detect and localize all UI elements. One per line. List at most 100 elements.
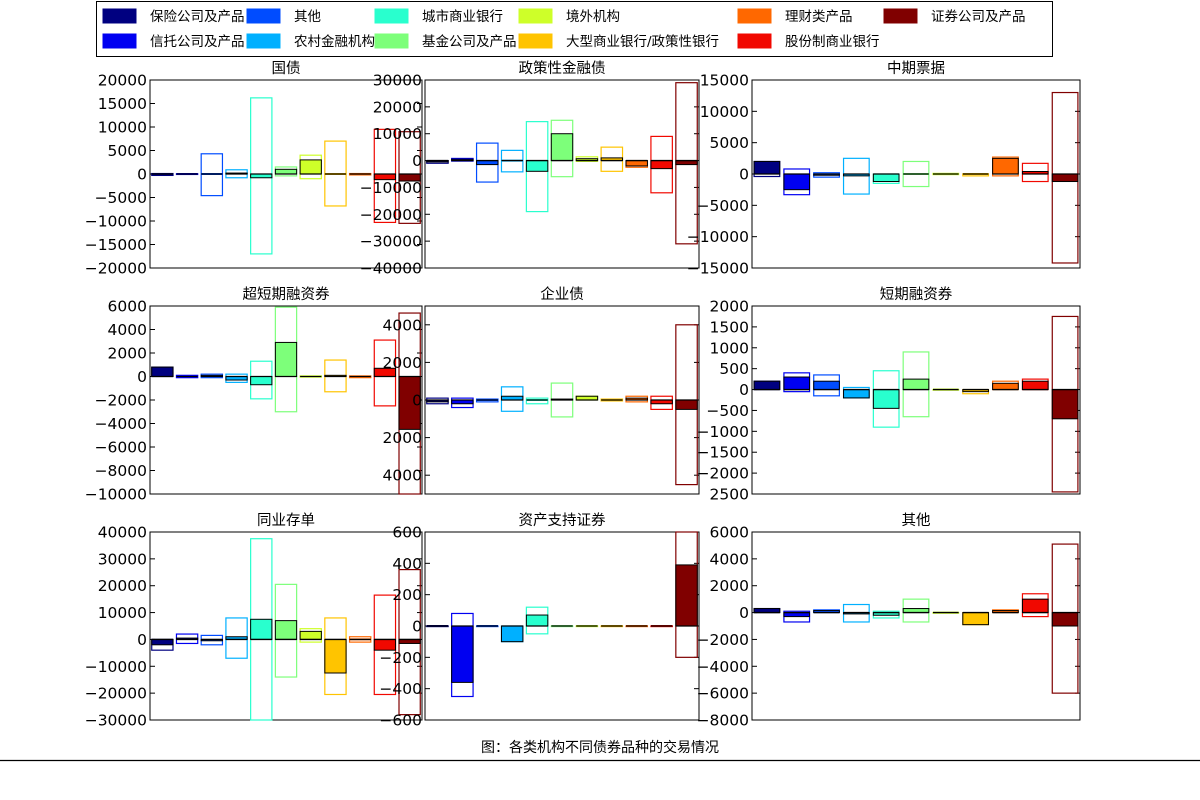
chart-panel: 国债 20000 15000 10000 5000 0 −5000 −10000 −15000 −… <box>85 60 423 278</box>
y-tick-label: −15000 <box>85 236 147 254</box>
y-tick-label: −5000 <box>697 197 749 215</box>
y-tick-label: 4000 <box>383 316 422 334</box>
chart-panel: 其他 6000 4000 2000 0 −2000 −4000 −6000 −8000 <box>697 512 1081 730</box>
y-tick-label: 6000 <box>710 524 749 542</box>
legend-entry: 其他 <box>246 8 321 25</box>
y-tick-label: 5000 <box>108 142 147 160</box>
bar-group <box>753 160 781 178</box>
bar-group <box>525 121 549 213</box>
panel-title: 其他 <box>902 512 931 529</box>
legend-entry: 基金公司及产品 <box>374 33 517 50</box>
legend-swatch <box>246 33 281 49</box>
panel-title: 国债 <box>272 60 301 77</box>
bar-group <box>1051 91 1079 264</box>
legend-label: 农村金融机构 <box>294 34 375 50</box>
panel-title: 资产支持证券 <box>519 512 606 529</box>
y-tick-label: 2000 <box>710 298 749 316</box>
bar-group <box>348 636 372 643</box>
net-bar <box>992 382 1019 391</box>
y-tick-label: 10000 <box>373 125 422 143</box>
y-tick-label: −30000 <box>85 712 147 730</box>
bar-group <box>992 156 1019 177</box>
bar-group <box>200 634 224 646</box>
net-bar <box>274 341 298 377</box>
y-tick-label: 10000 <box>98 119 147 137</box>
bar-group <box>451 612 474 698</box>
legend-label: 城市商业银行 <box>422 8 503 25</box>
bar-group <box>525 606 549 635</box>
net-bar <box>550 133 574 162</box>
legend-label: 其他 <box>294 9 321 25</box>
y-tick-label: −30000 <box>360 233 422 251</box>
net-bar <box>151 366 174 378</box>
net-bar <box>813 380 840 391</box>
y-tick-label: −15000 <box>687 260 749 278</box>
bar-group <box>373 594 397 696</box>
bar-group <box>872 173 900 184</box>
bar-group <box>398 312 421 495</box>
y-tick-label: 200 <box>392 586 422 604</box>
bar-group <box>151 172 174 177</box>
chart-panel: 企业债 4000 2000 0 2000 4000 <box>383 285 700 495</box>
net-bar <box>675 399 698 410</box>
bar-group <box>225 373 248 383</box>
panel-title: 超短期融资券 <box>243 286 330 303</box>
y-tick-label: −10000 <box>360 179 422 197</box>
net-bar <box>753 160 781 175</box>
legend-swatch <box>737 33 772 49</box>
chart-panels: 国债20000150001000050000−5000−10000−15000−… <box>85 60 1081 730</box>
panel-title: 短期融资券 <box>880 286 953 303</box>
bar-group <box>842 603 870 623</box>
y-tick-label: −2000 <box>95 392 147 410</box>
bar-group <box>373 128 397 224</box>
y-tick-label: 20000 <box>98 72 147 90</box>
legend-swatch <box>374 8 409 24</box>
net-bar <box>525 160 549 172</box>
net-bar <box>675 564 698 627</box>
bar-group <box>600 625 624 628</box>
net-bar <box>151 638 174 646</box>
bar-group <box>872 610 900 619</box>
bar-group <box>600 398 624 402</box>
y-tick-label: 0 <box>739 604 749 622</box>
y-tick-label: 1000 <box>710 339 749 357</box>
legend-swatch <box>102 8 137 24</box>
bar-group <box>962 173 990 177</box>
y-tick-label: 2000 <box>108 345 147 363</box>
legend-swatch <box>374 33 409 49</box>
bar-group <box>299 375 322 378</box>
panel-title: 企业债 <box>540 285 584 303</box>
bar-group <box>550 119 574 178</box>
y-tick-label: 0 <box>137 631 147 649</box>
net-bar <box>451 625 474 683</box>
y-tick-label: 40000 <box>98 524 147 542</box>
y-tick-label: −10000 <box>85 213 147 231</box>
net-bar <box>500 625 524 643</box>
legend-label: 股份制商业银行 <box>785 34 880 50</box>
legend-entry: 农村金融机构 <box>246 33 375 50</box>
y-tick-label: −6000 <box>95 439 147 457</box>
bar-group <box>1021 593 1049 618</box>
y-tick-label: −8000 <box>95 462 147 480</box>
net-bar <box>299 159 322 175</box>
bar-group <box>813 374 840 397</box>
y-tick-label: −2000 <box>697 465 749 483</box>
bar-group <box>250 538 273 721</box>
legend-label: 大型商业银行/政策性银行 <box>566 33 719 50</box>
y-tick-label: −10000 <box>687 228 749 246</box>
y-tick-label: 0 <box>739 166 749 184</box>
y-tick-label: −600 <box>379 712 422 730</box>
y-tick-label: 4000 <box>383 467 422 485</box>
bar-group <box>398 131 421 224</box>
bar-group <box>1051 315 1079 493</box>
panel-title: 政策性金融债 <box>519 60 606 77</box>
bar-group <box>175 633 199 645</box>
bar-group <box>675 324 698 486</box>
bar-group <box>902 351 930 418</box>
bar-group <box>575 625 599 628</box>
bar-group <box>324 140 347 207</box>
bar-group <box>992 609 1019 614</box>
figure-caption: 图：各类机构不同债券品种的交易情况 <box>481 739 719 756</box>
bar-group <box>373 339 397 407</box>
y-tick-label: −4000 <box>697 658 749 676</box>
